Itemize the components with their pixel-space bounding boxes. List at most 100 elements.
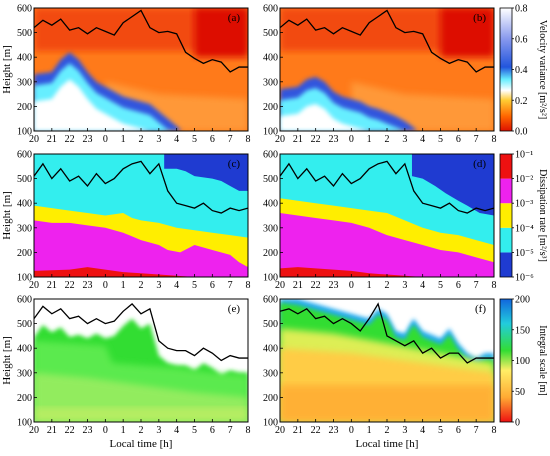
colorbar-segment [500,154,512,179]
mixing-height-line [280,302,494,364]
x-tick-label: 6 [210,280,215,291]
x-tick-label: 8 [492,425,497,436]
panel-label: (d) [473,158,486,170]
y-tick-label: 200 [263,393,278,404]
x-tick-label: 23 [83,134,93,145]
y-tick-label: 200 [17,102,32,113]
x-tick-label: 21 [47,425,57,436]
x-tick-label: 8 [246,280,251,291]
x-tick-label: 7 [228,425,233,436]
colorbar-label: Velocity variance [m²/s²] [537,20,548,119]
mixing-height-line [280,160,494,214]
x-axis-label: Local time [h] [356,438,419,450]
x-tick-label: 6 [456,280,461,291]
colorbar-integral-scale: 0 50 100 150 200 Integral scale [m] [499,295,548,429]
heatmap-field [34,299,248,422]
colorbar-tick-label: 0.4 [515,65,528,76]
y-tick-label: 400 [17,53,32,64]
colorbar-tick-label: 10⁻² [515,174,533,185]
x-tick-label: 21 [47,280,57,291]
x-tick-label: 6 [210,134,215,145]
colorbar-segment [500,203,512,228]
x-tick-label: 4 [420,425,425,436]
x-tick-label: 3 [156,134,161,145]
panel-f: (f)20 21 22 23 0 1 2 3 4 5 6 7 8100200300400500600Lo… [263,295,497,451]
y-tick-label: 400 [263,53,278,64]
x-tick-label: 0 [103,280,108,291]
x-tick-label: 1 [121,280,126,291]
panel-label: (e) [228,303,241,315]
x-tick-label: 20 [275,134,285,145]
x-tick-label: 1 [367,425,372,436]
colorbar-label: Integral scale [m] [537,325,548,396]
x-tick-label: 20 [29,280,39,291]
colorbar-tick-label: 0.6 [515,34,528,45]
colorbar-dissipation-rate: 10⁻⁶ 10⁻⁵ 10⁻⁴ 10⁻³ 10⁻² 10⁻¹ Dissipation rate… [499,150,548,284]
x-tick-label: 5 [192,425,197,436]
x-tick-label: 21 [293,280,303,291]
y-tick-label: 300 [263,223,278,234]
panel-c: (c)20 21 22 23 0 1 2 3 4 5 6 7 8100200300400500600He… [1,150,251,292]
colorbar-gradient [500,299,512,422]
colorbar-tick-label: 50 [515,387,525,398]
y-tick-label: 600 [263,4,278,15]
colorbar-tick-label: 10⁻³ [515,199,533,210]
x-tick-label: 22 [311,280,321,291]
y-tick-label: 500 [263,319,278,330]
x-tick-label: 8 [246,425,251,436]
panel-e: (e)20 21 22 23 0 1 2 3 4 5 6 7 8100200300400500600He… [1,295,251,451]
colorbar-tick-label: 0 [515,418,520,429]
y-tick-label: 100 [17,273,32,284]
x-tick-label: 23 [329,134,339,145]
panel-label: (b) [473,12,486,24]
x-tick-label: 23 [329,425,339,436]
x-tick-label: 8 [246,134,251,145]
y-tick-label: 300 [17,223,32,234]
colorbar-velocity-variance: 0.0 0.2 0.4 0.6 0.8 Velocity variance [m²/s²] [499,4,548,138]
panel-label: (f) [475,303,486,315]
colorbar-tick-label: 10⁻¹ [515,150,533,161]
x-tick-label: 21 [293,134,303,145]
y-tick-label: 500 [263,28,278,39]
y-tick-label: 500 [17,174,32,185]
x-tick-label: 7 [228,134,233,145]
heatmap-field [280,154,494,277]
colorbar-segment [500,227,512,253]
y-tick-label: 400 [263,344,278,355]
panel-label: (c) [228,158,241,170]
y-tick-label: 200 [263,248,278,259]
x-axis-label: Local time [h] [110,438,173,450]
x-tick-label: 8 [492,280,497,291]
x-tick-label: 20 [29,134,39,145]
panel-a: (a)20 21 22 23 0 1 2 3 4 5 6 7 8100200300400500600He… [1,4,251,146]
x-tick-label: 7 [474,425,479,436]
x-tick-label: 0 [103,425,108,436]
x-tick-label: 3 [156,425,161,436]
x-tick-label: 6 [456,134,461,145]
colorbar-tick-label: 10⁻⁶ [515,273,534,284]
x-tick-label: 5 [192,134,197,145]
x-tick-label: 0 [349,425,354,436]
y-tick-label: 100 [263,418,278,429]
heatmap-field [34,8,248,131]
x-tick-label: 23 [83,425,93,436]
colorbar-tick-label: 10⁻⁴ [515,223,534,234]
heatmap-field [280,8,494,131]
y-tick-label: 100 [263,273,278,284]
colorbar-tick-label: 150 [515,325,530,336]
y-tick-label: 600 [17,295,32,306]
x-tick-label: 3 [402,134,407,145]
x-tick-label: 6 [456,425,461,436]
x-tick-label: 22 [311,425,321,436]
colorbar-segment [500,178,512,204]
x-tick-label: 4 [420,280,425,291]
x-tick-label: 0 [349,280,354,291]
x-tick-label: 7 [474,280,479,291]
x-tick-label: 1 [367,280,372,291]
colorbar-tick-label: 0.2 [515,96,528,107]
x-tick-label: 8 [492,134,497,145]
x-tick-label: 0 [103,134,108,145]
x-tick-label: 1 [367,134,372,145]
